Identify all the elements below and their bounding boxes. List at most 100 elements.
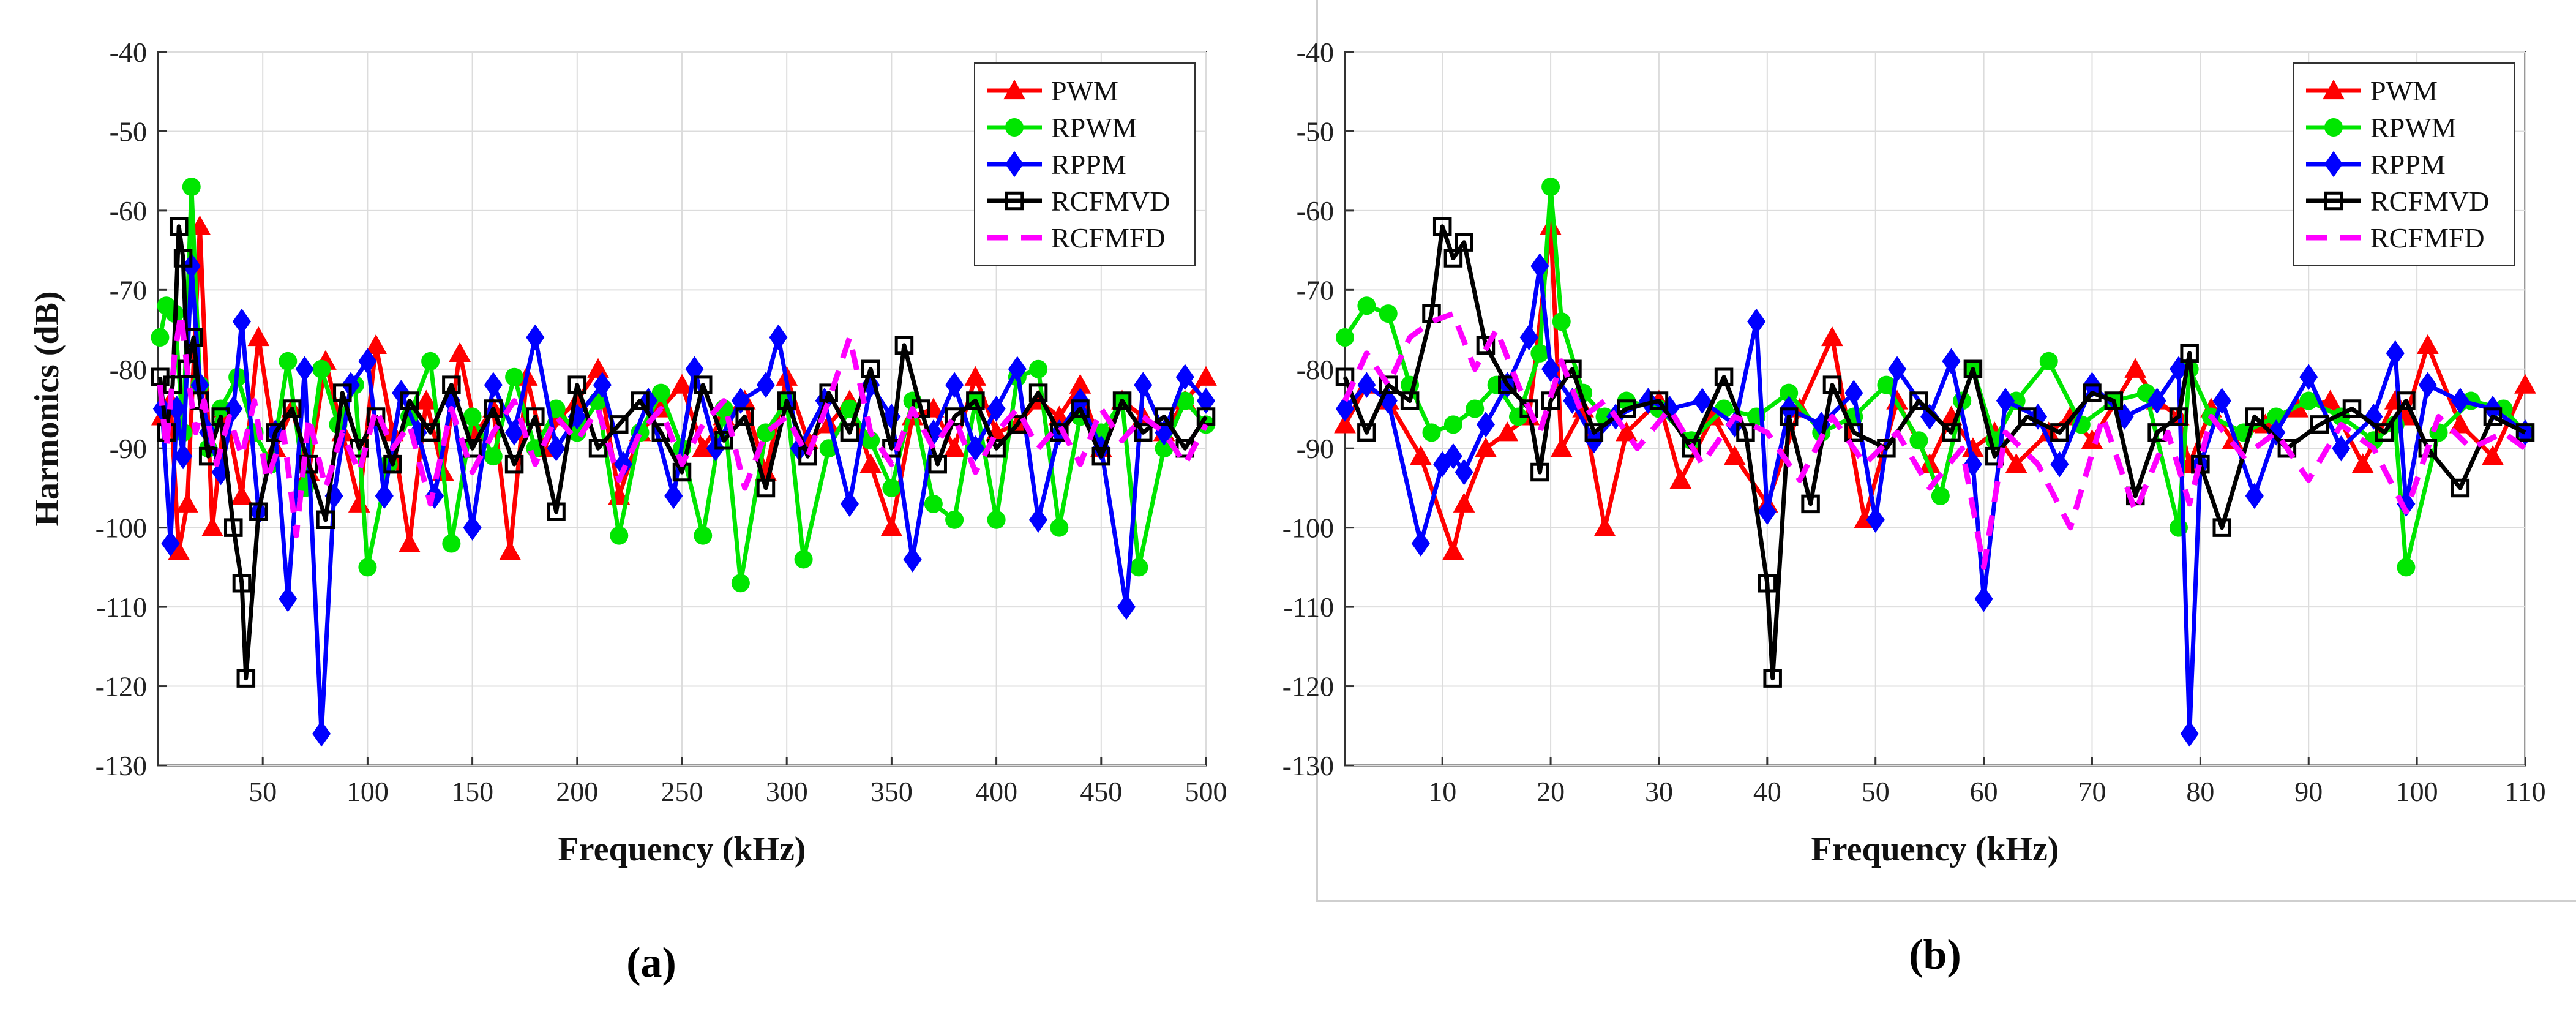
x-tick-label: 150	[451, 776, 493, 807]
data-point-rcfmvd	[651, 423, 671, 442]
data-point-rppm	[2212, 388, 2231, 414]
data-point-rppm	[375, 483, 394, 509]
data-point-rpwm	[1541, 178, 1560, 197]
x-tick-label: 400	[975, 776, 1017, 807]
data-point-rcfmvd	[2451, 478, 2470, 498]
data-point-rppm	[731, 388, 750, 414]
data-point-rppm	[463, 514, 482, 541]
data-point-pwm	[1496, 421, 1519, 442]
y-tick-label: -90	[110, 433, 147, 464]
data-point-rcfmvd	[2342, 399, 2362, 418]
data-point-rcfmvd	[693, 375, 713, 394]
data-point-rpwm	[2039, 351, 2058, 370]
x-tick-label: 30	[1645, 776, 1673, 807]
data-point-pwm	[964, 366, 987, 386]
x-tick-label: 350	[871, 776, 913, 807]
legend-label-rpwm: RPWM	[2370, 112, 2457, 143]
x-tick-label: 70	[2078, 776, 2106, 807]
x-tick-label: 110	[2504, 776, 2545, 807]
data-point-rppm	[1541, 356, 1560, 383]
data-point-rppm	[2245, 483, 2264, 509]
data-point-rpwm	[794, 550, 813, 569]
data-point-pwm	[247, 326, 270, 347]
data-point-pwm	[201, 516, 223, 536]
caption-b: (b)	[1909, 931, 1961, 979]
y-tick-label: -40	[110, 37, 147, 68]
data-point-pwm	[2351, 453, 2374, 473]
data-point-rcfmvd	[2169, 407, 2188, 426]
data-point-rppm	[161, 530, 180, 557]
data-point-rcfmvd	[777, 391, 796, 410]
data-point-rpwm	[1466, 399, 1485, 418]
data-point-rcfmvd	[588, 438, 608, 458]
data-point-rcfmvd	[1758, 574, 1777, 593]
data-point-rppm	[1693, 388, 1712, 414]
data-point-rcfmvd	[1400, 391, 1420, 410]
data-point-rppm	[2147, 388, 2166, 414]
data-point-rpwm	[2429, 423, 2448, 442]
data-point-rcfmvd	[1779, 407, 1799, 426]
x-tick-label: 10	[1428, 776, 1456, 807]
data-point-rppm	[2332, 435, 2351, 462]
data-point-rcfmvd	[2212, 518, 2231, 537]
data-point-rpwm	[1780, 383, 1799, 402]
data-point-rcfmvd	[282, 399, 302, 418]
data-point-rcfmvd	[966, 391, 985, 410]
y-tick-label: -110	[1283, 592, 1334, 623]
data-point-rppm	[1519, 324, 1538, 351]
data-point-rpwm	[1129, 558, 1148, 577]
data-point-rpwm	[1029, 359, 1048, 378]
data-point-rppm	[2180, 720, 2199, 747]
data-point-rcfmvd	[526, 407, 545, 426]
data-point-pwm	[2005, 453, 2027, 473]
legend-label-pwm: PWM	[2370, 75, 2438, 107]
data-point-rppm	[484, 372, 503, 398]
x-tick-label: 100	[346, 776, 389, 807]
data-point-rpwm	[1487, 375, 1506, 394]
data-point-rcfmvd	[1476, 336, 1496, 355]
data-point-rpwm	[987, 510, 1006, 529]
data-point-rppm	[1455, 459, 1473, 486]
data-point-rcfmvd	[1801, 494, 1820, 514]
data-point-pwm	[1669, 468, 1692, 489]
data-point-rpwm	[1877, 375, 1896, 394]
legend-marker	[2324, 151, 2343, 178]
data-point-pwm	[1593, 516, 1616, 536]
y-tick-label: -90	[1297, 433, 1334, 464]
data-point-rcfmvd	[236, 669, 256, 688]
y-tick-label: -70	[1297, 274, 1334, 306]
data-point-rcfmvd	[1155, 407, 1174, 426]
data-point-rcfmvd	[567, 375, 587, 394]
x-ticks-b: 10 20 30 40 50 60 70 80 90 100 110	[1428, 757, 2546, 807]
data-point-rppm	[232, 308, 252, 335]
data-point-rcfmvd	[610, 415, 629, 434]
data-point-rppm	[1996, 388, 2015, 414]
data-point-rppm	[1747, 308, 1766, 335]
data-point-rcfmvd	[249, 502, 268, 522]
y-tick-label: -40	[1297, 37, 1334, 68]
data-point-rpwm	[882, 478, 901, 497]
chart-panel-b: 10 20 30 40 50 60 70 80 90 100 110 -40 -50 -60 -70 -80…	[1282, 37, 2546, 979]
data-point-pwm	[365, 334, 387, 355]
data-point-rpwm	[1530, 344, 1549, 363]
data-point-rppm	[840, 490, 859, 517]
y-tick-label: -110	[96, 592, 147, 623]
data-point-rcfmvd	[631, 391, 650, 410]
data-point-rppm	[2451, 388, 2469, 414]
data-point-rpwm	[1443, 415, 1462, 434]
data-point-rppm	[1639, 388, 1658, 414]
data-point-pwm	[943, 437, 965, 457]
data-point-rcfmvd	[2125, 486, 2145, 506]
legend-marker	[1005, 191, 1024, 211]
data-point-rcfmvd	[2191, 454, 2210, 474]
data-point-rpwm	[1050, 518, 1069, 537]
data-point-rcfmvd	[894, 336, 914, 355]
data-point-rppm	[1029, 506, 1048, 533]
data-point-rcfmvd	[1617, 399, 1636, 418]
data-point-rcfmvd	[1942, 423, 1961, 442]
y-tick-label: -50	[1297, 116, 1334, 147]
data-point-rppm	[1196, 388, 1216, 414]
panel-b-frame	[1316, 0, 2576, 902]
data-point-rpwm	[1357, 296, 1376, 315]
